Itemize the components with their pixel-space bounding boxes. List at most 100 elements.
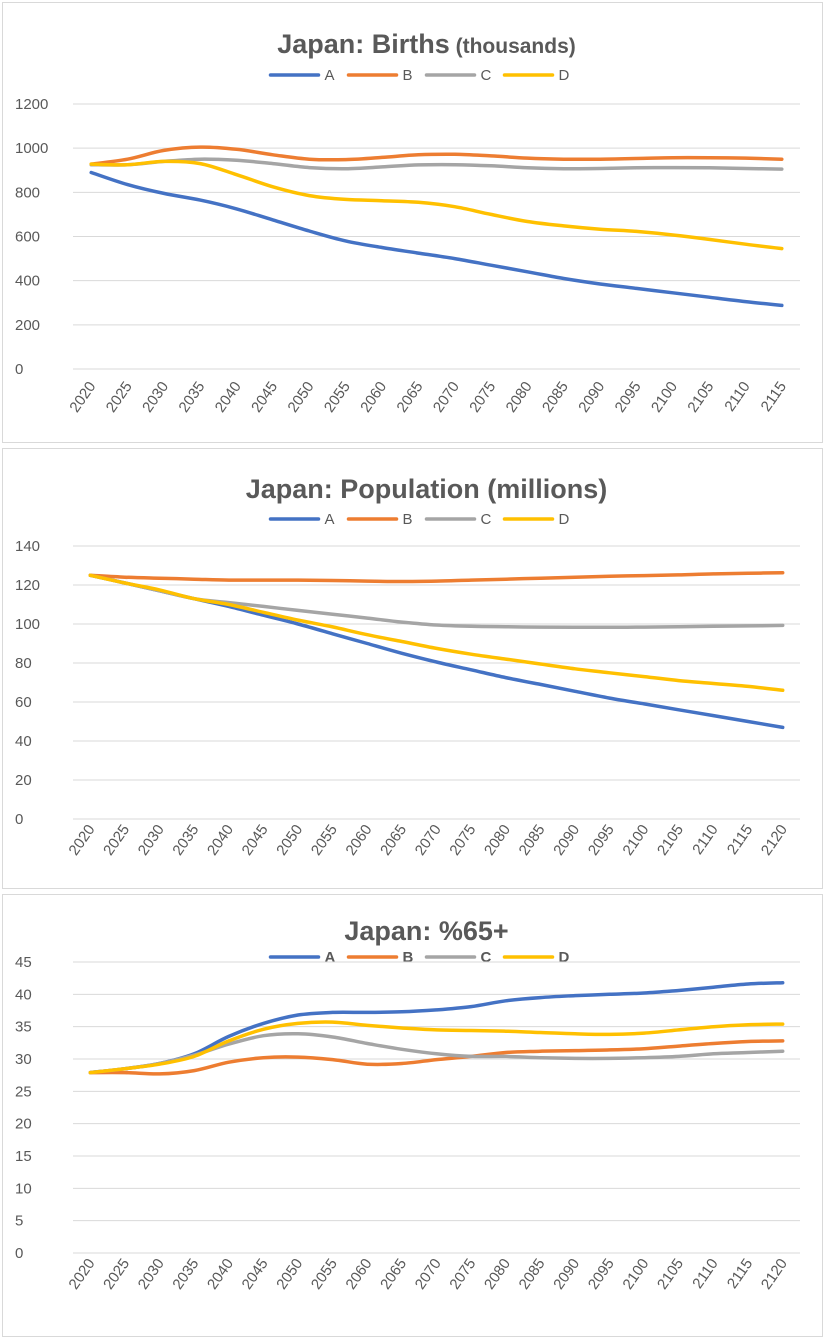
legend-label-b: B: [403, 67, 413, 84]
x-tick-label: 2020: [66, 379, 99, 416]
series-line-d: [88, 573, 785, 693]
chart-title: Japan: Births (thousands): [277, 29, 576, 59]
x-tick-label: 2110: [721, 379, 753, 415]
x-tick-label: 2095: [612, 379, 645, 416]
x-tick-label: 2035: [175, 379, 208, 416]
legend-item-b: B: [346, 511, 413, 528]
chart-title-main: Japan: Births: [277, 29, 450, 59]
x-tick-label: 2020: [66, 822, 99, 859]
x-tick-label: 2065: [377, 822, 410, 859]
x-tick-label: 2070: [430, 379, 463, 416]
x-tick-label: 2035: [169, 822, 202, 859]
series-line-d: [89, 159, 784, 251]
x-tick-label: 2090: [575, 379, 608, 416]
chart-title: Japan: Population (millions): [246, 474, 608, 504]
x-tick-label: 2025: [100, 1256, 133, 1293]
x-tick-label: 2040: [212, 379, 245, 416]
x-tick-label: 2060: [357, 379, 390, 416]
y-tick-label: 200: [15, 317, 40, 334]
x-tick-label: 2060: [342, 822, 375, 859]
births-chart-panel: Japan: Births (thousands) A B C D 0 200 400 600 8…: [2, 2, 823, 443]
x-tick-label: 2105: [684, 379, 717, 416]
x-tick-label: 2050: [273, 1256, 306, 1293]
y-tick-label: 5: [15, 1213, 23, 1230]
x-tick-label: 2080: [481, 822, 514, 859]
y-tick-label: 10: [15, 1180, 32, 1197]
y-tick-label: 0: [15, 361, 23, 378]
x-tick-label: 2075: [446, 822, 479, 859]
y-tick-label: 1200: [15, 96, 48, 113]
legend-item-a: A: [268, 511, 335, 528]
x-tick-label: 2100: [619, 822, 652, 859]
series-line-b: [88, 570, 785, 584]
x-tick-label: 2075: [446, 1256, 479, 1293]
x-tick-label: 2100: [619, 1256, 652, 1293]
x-tick-label: 2040: [204, 1256, 237, 1293]
series-line-b: [89, 145, 784, 166]
y-tick-label: 100: [15, 616, 40, 633]
legend-item-c: C: [424, 949, 492, 966]
x-tick-label: 2075: [466, 379, 499, 416]
x-tick-label: 2030: [135, 1256, 168, 1293]
x-tick-label: 2045: [239, 1256, 272, 1293]
y-tick-label: 25: [15, 1083, 32, 1100]
legend-label-a: A: [325, 949, 336, 966]
legend-label-d: D: [559, 949, 570, 966]
x-tick-label: 2080: [481, 1256, 514, 1293]
legend-label-b: B: [403, 511, 413, 528]
x-tick-label: 2040: [204, 822, 237, 859]
x-tick-label: 2120: [758, 1256, 791, 1293]
legend-item-d: D: [502, 67, 570, 84]
legend-label-c: C: [481, 511, 492, 528]
population-chart: Japan: Population (millions) A B C D 0 2040 60 8…: [15, 474, 800, 859]
y-tick-label: 15: [15, 1148, 32, 1165]
x-tick-label: 2030: [139, 379, 172, 416]
y-tick-label: 40: [15, 986, 32, 1003]
y-tick-label: 800: [15, 184, 40, 201]
x-tick-label: 2090: [550, 1256, 583, 1293]
y-tick-label: 20: [15, 1116, 32, 1133]
x-tick-label: 2105: [654, 1256, 687, 1293]
chart-title-main: Japan: %65+: [344, 916, 508, 946]
x-tick-label: 2035: [169, 1256, 202, 1293]
x-tick-label: 2110: [689, 1256, 721, 1292]
legend-item-c: C: [424, 511, 492, 528]
x-tick-label: 2105: [654, 822, 687, 859]
x-tick-label: 2115: [724, 822, 756, 858]
x-tick-label: 2055: [308, 822, 341, 859]
legend-item-d: D: [502, 949, 570, 966]
y-tick-label: 400: [15, 273, 40, 290]
chart-title-suffix: (thousands): [450, 35, 576, 58]
elderly-share-chart-panel: Japan: %65+ A B C D 0 5 10 15 20 25 30 35 40 45 2020 202…: [2, 894, 823, 1337]
y-tick-label: 35: [15, 1019, 32, 1036]
x-tick-label: 2095: [585, 1256, 618, 1293]
x-tick-label: 2030: [135, 822, 168, 859]
legend-item-b: B: [346, 949, 414, 966]
chart-title: Japan: %65+: [344, 916, 508, 946]
x-tick-label: 2020: [66, 1256, 99, 1293]
y-tick-label: 600: [15, 229, 40, 246]
y-tick-label: 60: [15, 694, 32, 711]
x-tick-label: 2070: [412, 1256, 445, 1293]
x-tick-label: 2050: [284, 379, 317, 416]
x-tick-label: 2100: [648, 379, 681, 416]
x-tick-label: 2055: [308, 1256, 341, 1293]
x-tick-label: 2070: [412, 822, 445, 859]
legend-label-c: C: [481, 949, 492, 966]
x-tick-label: 2045: [248, 379, 281, 416]
legend-item-d: D: [502, 511, 570, 528]
x-tick-label: 2065: [394, 379, 427, 416]
legend-label-d: D: [559, 511, 570, 528]
y-tick-label: 0: [15, 811, 23, 828]
x-tick-label: 2085: [516, 822, 549, 859]
x-tick-label: 2060: [342, 1256, 375, 1293]
x-tick-label: 2115: [758, 379, 790, 415]
legend-item-c: C: [424, 67, 492, 84]
y-tick-label: 120: [15, 577, 40, 594]
y-tick-label: 0: [15, 1245, 23, 1262]
legend-label-d: D: [559, 67, 570, 84]
x-tick-label: 2025: [100, 822, 133, 859]
series-line-d: [88, 1020, 785, 1075]
series-line-c: [89, 157, 784, 171]
y-tick-label: 80: [15, 655, 32, 672]
